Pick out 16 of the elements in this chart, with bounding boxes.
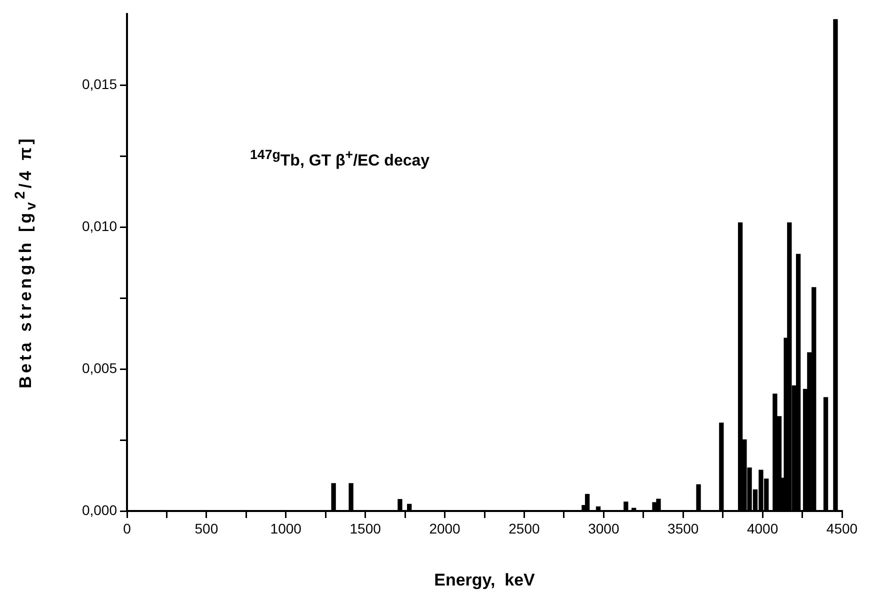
x-tick-label: 4500 (826, 520, 858, 536)
x-axis-title: Energy, keV (434, 570, 536, 590)
y-tick-label: 0,000 (82, 502, 118, 518)
annotation: $^{147g}$Tb, GT β$^{+}$/EC decay (250, 147, 430, 170)
x-tick-label: 0 (123, 520, 132, 536)
x-tick-label: 1000 (270, 520, 302, 536)
y-tick-label: 0,010 (82, 218, 118, 234)
x-tick-label: 3000 (588, 520, 620, 536)
y-tick-label: 0,005 (82, 360, 118, 376)
y-tick-label: 0,015 (82, 76, 118, 92)
x-tick-label: 2000 (429, 520, 461, 536)
x-tick-label: 3500 (668, 520, 699, 536)
x-tick-label: 1500 (350, 520, 382, 536)
x-tick-label: 2500 (508, 520, 540, 536)
x-tick-label: 500 (194, 520, 218, 536)
x-tick-label: 4000 (746, 520, 778, 536)
